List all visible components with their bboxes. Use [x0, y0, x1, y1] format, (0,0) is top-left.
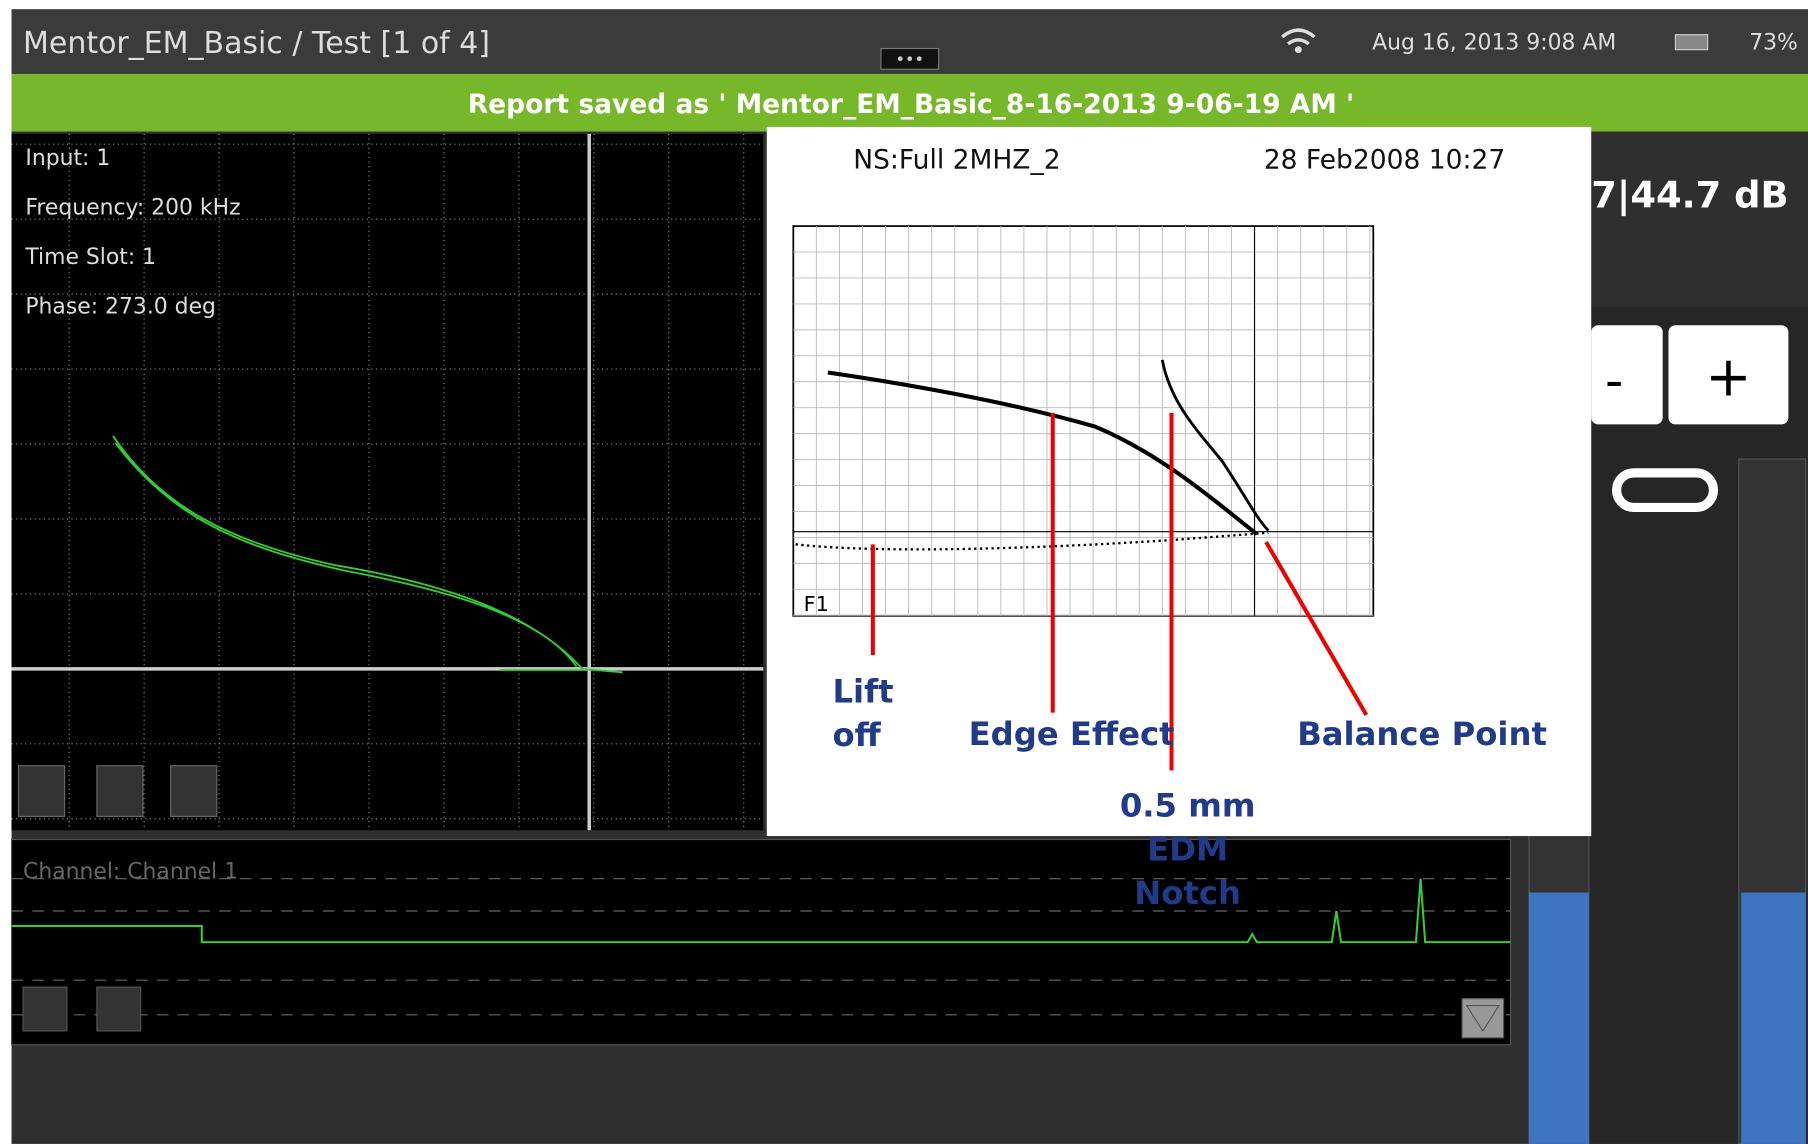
trace [795, 531, 1269, 551]
trace [1160, 359, 1270, 532]
strip-trace [11, 878, 1511, 944]
frame-label: F1 [804, 592, 829, 616]
menu-dots: ••• [895, 50, 924, 69]
annotation: 0.5 mm [1120, 786, 1256, 824]
scope-info: Input: 1 [25, 146, 110, 171]
tool-button[interactable] [17, 765, 66, 818]
banner-text: Report saved as ' Mentor_EM_Basic_8-16-2… [468, 89, 1354, 120]
annotation: Balance Point [1297, 715, 1547, 753]
bar-left-fill [1528, 892, 1589, 1144]
link-icon[interactable] [1611, 468, 1719, 513]
scope-info: Phase: 273.0 deg [25, 295, 216, 320]
scope-panel: Input: 1 Frequency: 200 kHz Time Slot: 1 Ph… [11, 133, 764, 831]
dropdown-button[interactable] [1461, 998, 1505, 1039]
bar-right-fill [1741, 892, 1806, 1144]
wifi-icon [1281, 28, 1316, 46]
grid-button[interactable] [96, 986, 142, 1032]
minus-button[interactable] [1591, 325, 1663, 425]
scope-info: Time Slot: 1 [24, 245, 156, 270]
header-datetime: Aug 16, 2013 9:08 AM [1372, 31, 1616, 56]
annotation: Lift [833, 672, 894, 710]
header-title: Mentor_EM_Basic / Test [1 of 4] [23, 26, 490, 61]
annotation: off [833, 716, 882, 754]
wifi-dot [1294, 46, 1302, 54]
strip-panel: Channel: Channel 1 [10, 838, 1512, 1046]
battery-level: 73% [1749, 31, 1798, 56]
menu-handle[interactable] [880, 47, 940, 70]
plus-button[interactable] [1668, 325, 1789, 425]
battery-icon [1674, 34, 1709, 51]
grid-button[interactable] [96, 765, 144, 818]
plus-label: + [1705, 346, 1751, 410]
inset-plot [792, 225, 1375, 617]
tool-button[interactable] [22, 986, 68, 1032]
banner [11, 73, 1808, 132]
annotation: Notch [1134, 874, 1241, 912]
scope-bg [11, 133, 764, 831]
inset-image: NS:Full 2MHZ_2 28 Feb2008 10:27 F1 Lift of… [766, 126, 1592, 912]
signal-trace [112, 435, 623, 674]
annotation-arrow [1264, 541, 1369, 716]
channel-label: Channel: Channel 1 [23, 860, 238, 885]
scope-info: Frequency: 200 kHz [25, 196, 240, 221]
trace [827, 370, 1259, 536]
gain-readout: 7|44.7 dB [1591, 174, 1788, 218]
annotation: Edge Effect [969, 715, 1175, 753]
annotation: EDM [1147, 830, 1228, 868]
frame-button[interactable] [170, 765, 218, 818]
inset-header-left: NS:Full 2MHZ_2 [853, 144, 1060, 175]
inset-header-right: 28 Feb2008 10:27 [1264, 144, 1505, 175]
minus-label: - [1605, 351, 1623, 410]
